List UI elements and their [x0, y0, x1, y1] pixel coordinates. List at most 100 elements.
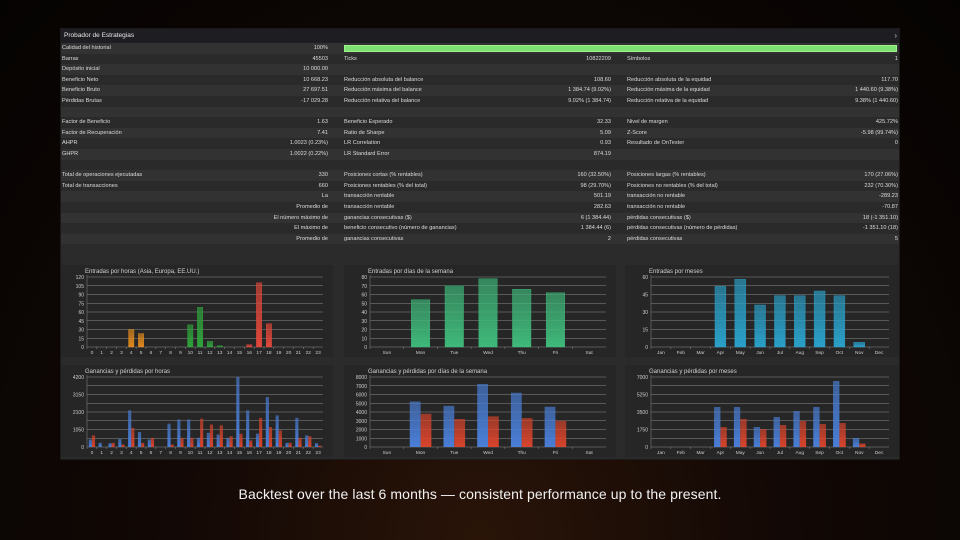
- y-tick-label: 5250: [637, 393, 648, 399]
- x-tick-label: 17: [256, 450, 262, 456]
- stat-label: Depósito inicial: [62, 66, 100, 73]
- stat-value: 1.63: [317, 119, 328, 126]
- loss-bar: [521, 418, 533, 447]
- x-tick-label: 1: [100, 350, 103, 356]
- loss-bar: [839, 423, 846, 447]
- y-tick-label: 3500: [637, 410, 648, 416]
- stat-label: Total de transacciones: [62, 182, 118, 189]
- loss-bar: [318, 445, 322, 447]
- stat-value: 9.38% (1 440.60): [855, 98, 898, 104]
- stat-label: transacción rentable: [344, 193, 395, 200]
- stat-value: 98 (29.70%): [580, 182, 611, 189]
- y-tick-label: 7000: [356, 384, 367, 390]
- profit-bar: [187, 419, 191, 447]
- x-tick-label: 5: [140, 450, 143, 456]
- stat-value: 1: [894, 55, 898, 62]
- profit-bar: [733, 407, 741, 447]
- profit-bar: [128, 410, 132, 447]
- stat-label: AHPR: [62, 140, 78, 147]
- profit-bar: [216, 434, 220, 447]
- x-tick-label: 13: [217, 350, 223, 356]
- loss-bar: [760, 429, 767, 447]
- x-tick-label: Tue: [450, 350, 458, 356]
- profit-bar: [236, 377, 240, 447]
- x-tick-label: Wed: [483, 450, 493, 456]
- x-tick-label: 16: [247, 450, 253, 456]
- bar: [754, 304, 766, 348]
- chart-pnl-by-month: Ganancias y pérdidas por meses 0 1750 3500 5…: [625, 365, 899, 457]
- chart-pnl-by-weekday: Ganancias y pérdidas por días de la sema…: [344, 365, 616, 457]
- stats-row: Beneficio Bruto 27 697.51 Reducción máxima…: [61, 85, 899, 96]
- chevron-right-icon[interactable]: ›: [894, 31, 897, 40]
- x-tick-label: 14: [227, 350, 233, 356]
- x-tick-label: 2: [110, 350, 113, 356]
- stat-value: [627, 149, 898, 160]
- profit-bar: [98, 442, 102, 447]
- stat-value: [61, 160, 328, 171]
- x-tick-label: 13: [217, 450, 223, 456]
- stats-row: Factor de Beneficio 1.63 Beneficio Esperad…: [61, 117, 899, 128]
- y-tick-label: 4000: [356, 410, 367, 416]
- y-tick-label: 0: [364, 445, 367, 451]
- stat-label: GHPR: [62, 151, 79, 157]
- stat-value: Promedio de: [296, 204, 328, 210]
- profit-bar: [255, 433, 260, 447]
- x-tick-label: 23: [315, 450, 321, 456]
- bar: [774, 295, 786, 348]
- bar: [266, 323, 272, 348]
- x-tick-label: 1: [100, 450, 103, 456]
- x-tick-label: Sep: [815, 350, 824, 356]
- stats-row: Calidad del historial 100%: [61, 43, 899, 54]
- profit-bar: [813, 407, 820, 447]
- x-tick-label: 18: [266, 350, 272, 356]
- stats-table: Calidad del historial 100% Barras 45503 Tick…: [61, 43, 899, 265]
- x-tick-label: 10: [188, 450, 194, 456]
- x-tick-label: 9: [179, 350, 182, 356]
- profit-bar: [167, 423, 171, 447]
- profit-bar: [285, 442, 289, 447]
- stats-row: El número máximo de ganancias consecutiva…: [61, 212, 899, 224]
- stat-value: 0.93: [600, 140, 611, 147]
- stat-label: LR Standard Error: [344, 151, 390, 157]
- x-tick-label: Jul: [777, 450, 783, 456]
- y-tick-label: 15: [642, 328, 648, 334]
- y-tick-label: 50: [361, 301, 367, 307]
- stats-row: Promedio de ganancias consecutivas 2 pérdid…: [61, 233, 899, 245]
- stat-label: Beneficio Bruto: [62, 87, 100, 94]
- window-title: Probador de Estrategias: [64, 32, 135, 39]
- loss-bar: [308, 436, 312, 447]
- stat-value: 32.33: [597, 119, 611, 126]
- loss-bar: [859, 443, 866, 447]
- stat-label: Reducción absoluta del balance: [344, 76, 424, 83]
- stat-value: 27 697.51: [303, 87, 328, 94]
- bar: [207, 340, 213, 348]
- profit-bar: [409, 401, 421, 447]
- x-tick-label: Sep: [815, 450, 824, 456]
- bar: [813, 290, 826, 348]
- stat-label: Barras: [62, 55, 79, 62]
- y-tick-label: 30: [361, 319, 367, 325]
- x-tick-label: May: [736, 350, 746, 356]
- x-tick-label: May: [736, 450, 746, 456]
- profit-bar: [443, 405, 455, 447]
- stats-row: Total de transacciones 660 Posiciones rent…: [61, 180, 899, 192]
- loss-bar: [219, 425, 223, 447]
- y-tick-label: 60: [78, 310, 84, 316]
- y-tick-label: 3150: [73, 393, 84, 399]
- stat-value: 100%: [313, 45, 328, 51]
- chart-entries-by-hour: Entradas por horas (Asia, Europa, EE.UU.…: [61, 265, 333, 357]
- x-tick-label: 21: [296, 450, 302, 456]
- y-tick-label: 1050: [73, 428, 84, 434]
- stat-label: ganancias consecutivas ($): [344, 214, 412, 221]
- y-tick-label: 90: [78, 293, 84, 299]
- x-tick-label: Sun: [383, 350, 392, 356]
- x-tick-label: Sat: [586, 350, 594, 356]
- x-tick-label: 4: [130, 450, 133, 456]
- profit-bar: [88, 439, 92, 447]
- y-tick-label: 0: [645, 445, 648, 451]
- profit-bar: [510, 392, 522, 447]
- stat-value: 160 (32.50%): [577, 172, 611, 179]
- x-tick-label: 20: [286, 450, 292, 456]
- y-tick-label: 70: [361, 284, 367, 290]
- stat-label: Posiciones largas (% rentables): [627, 172, 706, 179]
